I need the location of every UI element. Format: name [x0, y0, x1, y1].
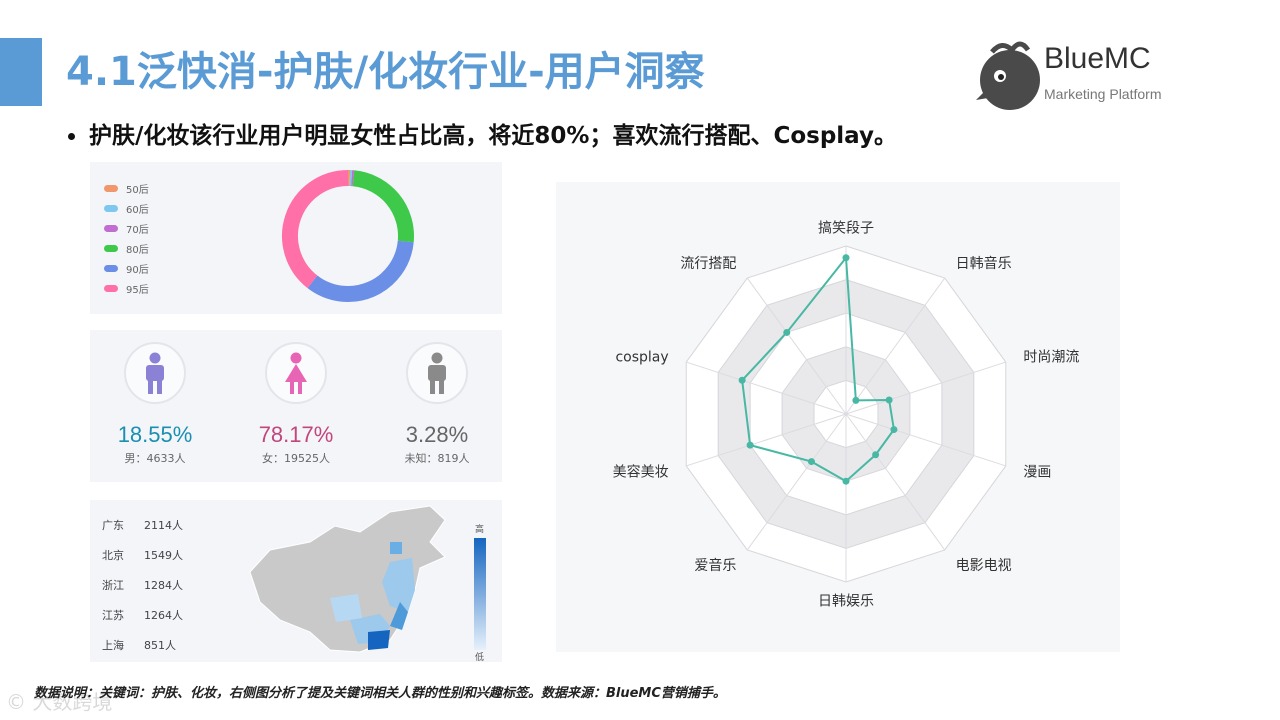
gender-male-card: 18.55% 男：4633人 [90, 342, 220, 466]
radar-point-流行搭配 [783, 328, 791, 336]
legend-swatch [104, 264, 118, 272]
radar-axis-label: 时尚潮流 [1023, 349, 1079, 365]
donut-slice-90后 [307, 240, 414, 302]
summary-bullet: 护肤/化妆该行业用户明显女性占比高，将近80%；喜欢流行搭配、Cosplay。 [68, 116, 897, 150]
radar-axis-label: cosplay [615, 349, 668, 365]
male-percent: 18.55% [117, 422, 193, 447]
unknown-percent: 3.28% [405, 422, 469, 447]
legend-swatch [104, 244, 118, 252]
region-count: 1264人 [144, 609, 183, 622]
age-donut-chart [282, 170, 414, 302]
interest-radar-panel: 搞笑段子日韩音乐时尚潮流漫画电影电视日韩娱乐 爱音乐 美容美妆 cosplay 流行搭配 [556, 182, 1120, 652]
bullet-text: 护肤/化妆该行业用户明显女性占比高，将近80%；喜欢流行搭配、Cosplay。 [89, 123, 897, 149]
donut-slice-80后 [352, 170, 414, 243]
legend-label: 60后 [126, 204, 149, 216]
radar-point-漫画 [890, 426, 898, 434]
unknown-count: 未知：819人 [404, 452, 470, 465]
radar-axis-line [845, 361, 1006, 415]
gender-female-card: 78.17% 女：19525人 [231, 342, 361, 466]
gender-distribution-panel: 18.55% 男：4633人 78.17% 女：19525人 3.28% 未知：… [90, 330, 502, 482]
china-map [249, 505, 446, 653]
region-row: 江苏 1264人 [102, 600, 183, 630]
age-distribution-panel: 50后 60后 70后 80后 90后 95后 [90, 162, 502, 314]
radar-axis-line [746, 413, 847, 551]
footer-note: 数据说明：关键词：护肤、化妆，右侧图分析了提及关键词相关人群的性别和兴趣标签。数… [34, 686, 726, 701]
region-row: 广东 2114人 [102, 510, 183, 540]
female-percent: 78.17% [258, 422, 334, 447]
region-name: 广东 [102, 519, 124, 532]
female-count: 女：19525人 [262, 452, 330, 465]
legend-item: 60后 [104, 198, 149, 218]
legend-swatch [104, 284, 118, 292]
radar-point-日韩音乐 [852, 396, 860, 404]
age-legend: 50后 60后 70后 80后 90后 95后 [104, 178, 149, 298]
legend-label: 80后 [126, 244, 149, 256]
region-count: 1284人 [144, 579, 183, 592]
bluemc-logo: BlueMC Marketing Platform [972, 36, 1182, 112]
radar-axis-label: 漫画 [1023, 465, 1051, 481]
unknown-person-icon [406, 342, 468, 404]
legend-item: 95后 [104, 278, 149, 298]
legend-label: 70后 [126, 224, 149, 236]
radar-axis-line [845, 413, 1006, 467]
radar-axis-label: 爱音乐 [694, 557, 736, 574]
bird-mascot-icon [976, 41, 1040, 110]
watermark: © 大数跨境 [6, 690, 113, 714]
legend-swatch [104, 224, 118, 232]
title-accent-bar [0, 38, 42, 106]
legend-item: 70后 [104, 218, 149, 238]
legend-item: 90后 [104, 258, 149, 278]
legend-swatch [104, 184, 118, 192]
male-person-icon [124, 342, 186, 404]
region-row: 北京 1549人 [102, 540, 183, 570]
legend-label: 50后 [126, 184, 149, 196]
radar-axis-line [686, 413, 847, 467]
radar-point-时尚潮流 [885, 396, 893, 404]
region-list: 广东 2114人北京 1549人浙江 1284人江苏 1264人上海 851人 [102, 510, 183, 660]
region-row: 上海 851人 [102, 630, 183, 660]
region-name: 浙江 [102, 579, 124, 592]
region-row: 浙江 1284人 [102, 570, 183, 600]
male-count: 男：4633人 [124, 452, 186, 465]
radar-point-爱音乐 [807, 458, 815, 466]
radar-point-美容美妆 [746, 441, 754, 449]
radar-axis-label: 日韩娱乐 [818, 593, 874, 609]
legend-item: 80后 [104, 238, 149, 258]
scale-low-label: 低 [475, 653, 485, 663]
radar-axis-label: 流行搭配 [680, 256, 736, 272]
slide-title: 4.1泛快消-护肤/化妆行业-用户洞察 [66, 49, 705, 95]
radar-point-搞笑段子 [842, 254, 850, 262]
radar-point-电影电视 [872, 451, 880, 459]
radar-axis-line [746, 277, 847, 415]
region-name: 北京 [102, 549, 124, 562]
legend-item: 50后 [104, 178, 149, 198]
heat-scale-bar [474, 538, 486, 650]
radar-point-cosplay [738, 376, 746, 384]
radar-axis-line [686, 361, 847, 415]
radar-axis-label: 电影电视 [956, 558, 1012, 574]
legend-swatch [104, 204, 118, 212]
radar-axis-line [845, 277, 946, 415]
bullet-dot [68, 133, 75, 140]
radar-axis-label: 美容美妆 [613, 464, 669, 481]
donut-slice-95后 [282, 170, 349, 289]
scale-high-label: 高 [475, 525, 485, 535]
radar-axis-label: 搞笑段子 [818, 221, 874, 237]
radar-axis-label: 日韩音乐 [956, 255, 1012, 272]
region-count: 851人 [144, 639, 176, 652]
logo-tagline: Marketing Platform [1044, 86, 1162, 102]
radar-axis-line [845, 413, 946, 551]
legend-label: 90后 [126, 264, 149, 276]
female-person-icon [265, 342, 327, 404]
region-count: 2114人 [144, 519, 183, 532]
region-count: 1549人 [144, 549, 183, 562]
radar-point-日韩娱乐 [842, 477, 850, 485]
legend-label: 95后 [126, 284, 149, 296]
gender-unknown-card: 3.28% 未知：819人 [372, 342, 502, 466]
region-name: 上海 [102, 639, 124, 652]
region-distribution-panel: 广东 2114人北京 1549人浙江 1284人江苏 1264人上海 851人 高 低 [90, 500, 502, 663]
region-name: 江苏 [102, 609, 124, 622]
logo-name: BlueMC [1044, 42, 1151, 75]
